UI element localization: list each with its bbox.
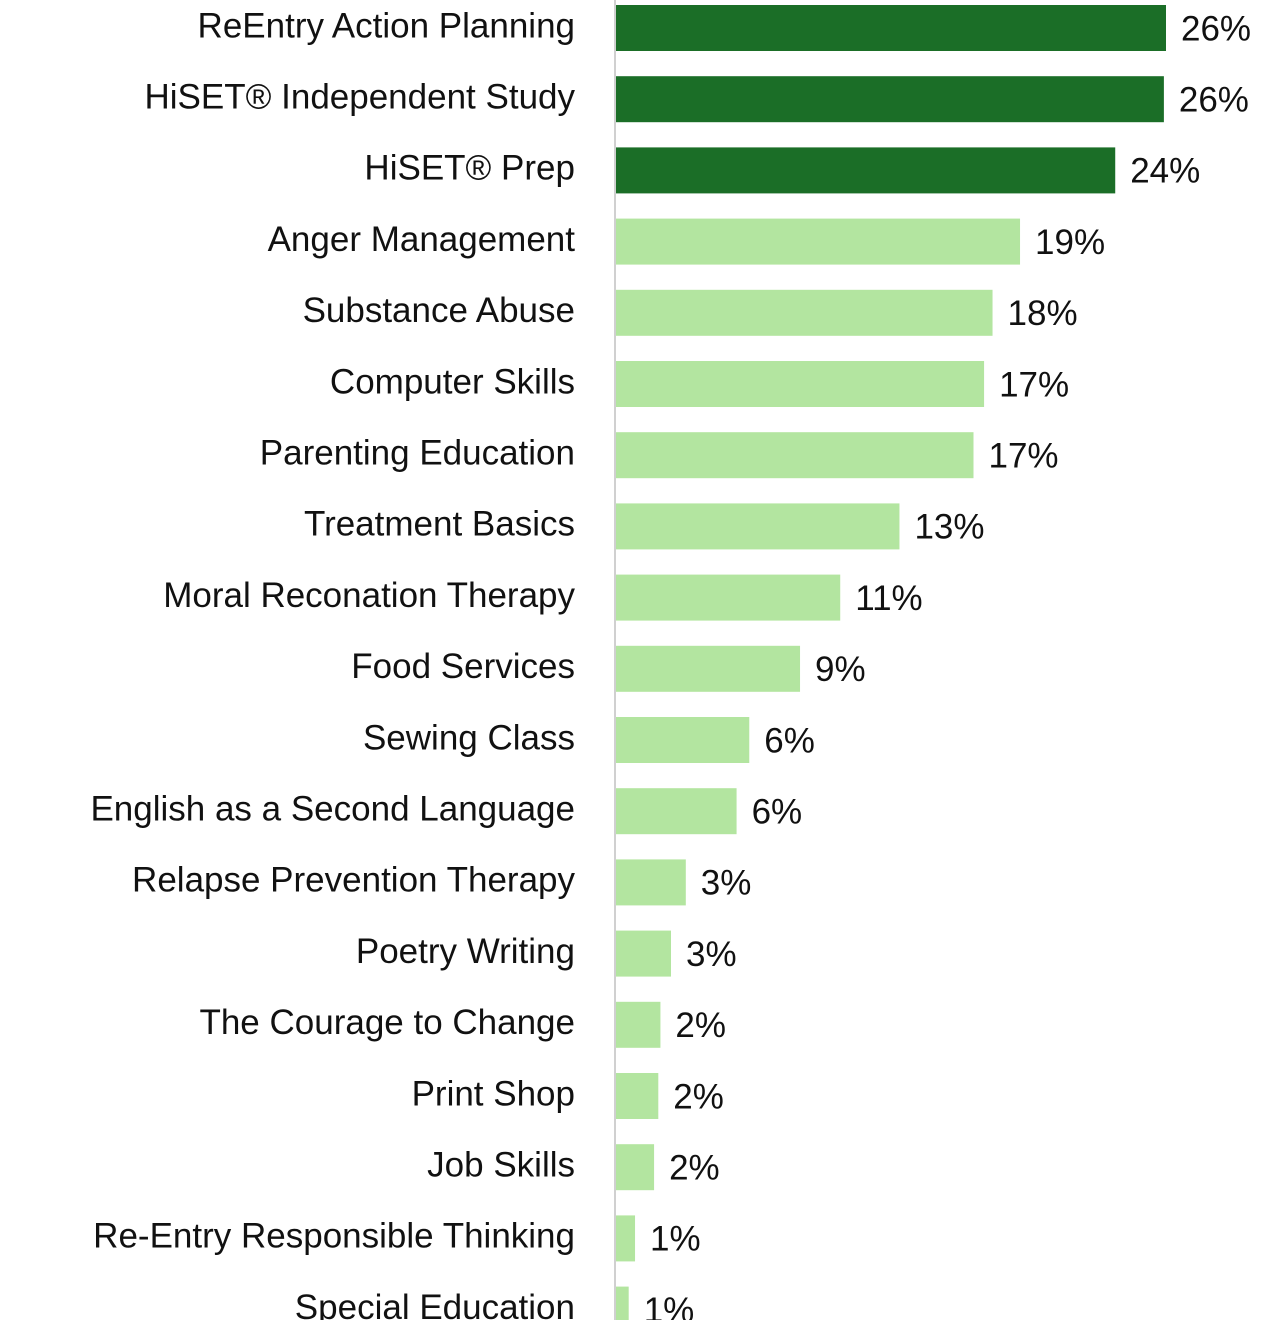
value-label: 11% [855,579,922,618]
bar [616,76,1164,123]
value-label: 13% [914,508,984,547]
value-label: 2% [669,1148,720,1187]
bar [616,1001,661,1048]
value-label: 19% [1035,223,1105,262]
value-label: 26% [1179,80,1249,119]
bar [616,5,1166,51]
bar [616,574,841,621]
value-label: 1% [644,1291,695,1320]
category-label: Computer Skills [330,362,575,401]
value-label: 3% [701,864,752,903]
category-label: Substance Abuse [303,291,575,330]
bar [616,218,1021,265]
bar [616,361,985,407]
category-label: Re-Entry Responsible Thinking [93,1217,575,1256]
bar [616,930,671,977]
value-label: 17% [999,365,1069,404]
value-label: 2% [675,1006,726,1045]
bar [616,788,737,835]
category-label: Print Shop [412,1074,575,1113]
value-label: 24% [1130,152,1200,191]
category-label: The Courage to Change [199,1003,575,1042]
bar [616,1073,659,1119]
value-label: 2% [673,1077,724,1116]
bar [616,859,686,906]
category-label: Sewing Class [363,718,575,757]
category-label: English as a Second Language [90,789,575,828]
bar [616,289,993,336]
value-label: 1% [650,1220,701,1259]
category-label: Parenting Education [260,433,575,472]
bar [616,1286,629,1320]
category-label: Food Services [351,647,575,686]
bar [616,1215,636,1262]
value-label: 9% [815,650,866,689]
value-label: 3% [686,935,737,974]
bar [616,717,750,763]
category-label: Anger Management [268,220,576,259]
category-label: Treatment Basics [304,505,575,544]
category-label: Job Skills [427,1145,575,1184]
category-label: ReEntry Action Planning [198,6,575,45]
category-label: Moral Reconation Therapy [163,576,575,615]
bar [616,503,900,550]
category-label: Poetry Writing [356,932,575,971]
value-label: 18% [1008,294,1078,333]
value-label: 6% [764,721,815,760]
category-label: Relapse Prevention Therapy [132,861,575,900]
category-label: HiSET® Independent Study [145,77,576,116]
value-label: 6% [752,792,803,831]
category-label: Special Education [295,1288,575,1320]
category-label: HiSET® Prep [364,149,575,188]
bar [616,1144,655,1191]
bar [616,147,1116,194]
value-label: 17% [989,436,1059,475]
bar [616,432,974,479]
value-label: 26% [1181,9,1251,48]
bar [616,645,801,692]
